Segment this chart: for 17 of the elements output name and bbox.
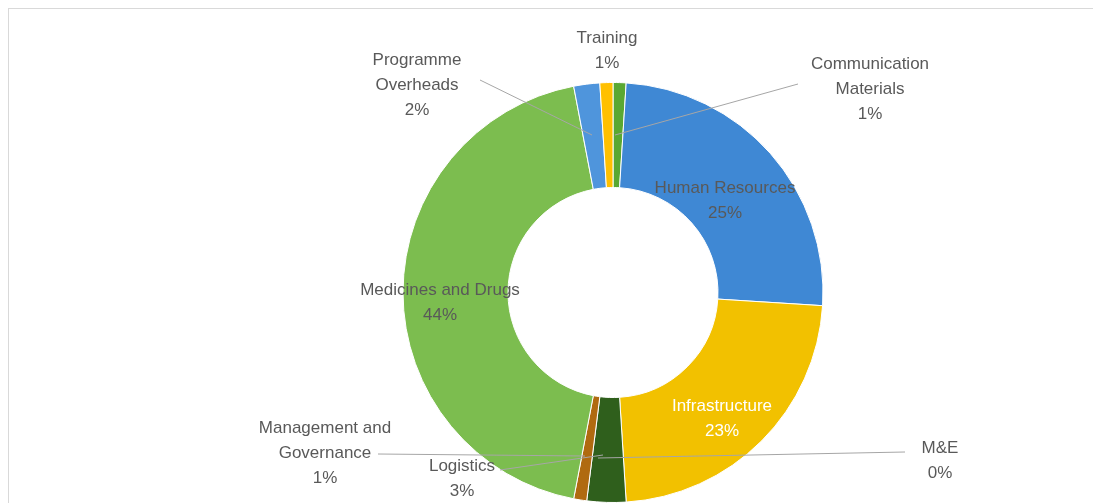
data-label: 23%: [704, 421, 740, 441]
data-label: 2%: [404, 100, 430, 120]
category-label: M&E: [921, 438, 959, 458]
slice-label: Management and Governance: [258, 418, 392, 463]
slice-label: Communication Materials: [810, 54, 930, 99]
slice-label: Programme Overheads: [372, 50, 462, 95]
slice-label: Infrastructure: [671, 396, 773, 416]
slice-label: Logistics: [428, 456, 496, 476]
slice-label: Human Resources: [654, 178, 796, 198]
data-label: 25%: [707, 203, 743, 223]
data-label: 1%: [594, 53, 620, 73]
slice-label: Training: [576, 28, 638, 48]
data-label: 1%: [857, 104, 883, 124]
data-label: 1%: [312, 468, 338, 488]
data-label: 44%: [422, 305, 458, 325]
data-label: 3%: [449, 481, 475, 501]
text: 0%: [927, 463, 953, 483]
